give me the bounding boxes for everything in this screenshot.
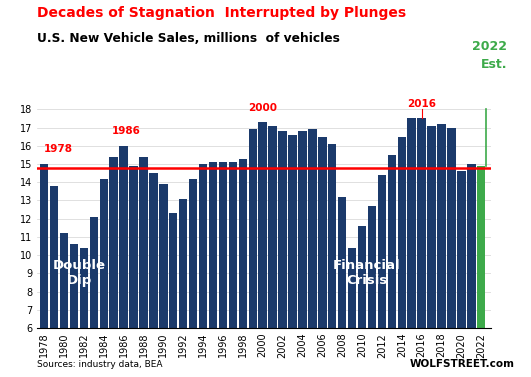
Text: Double
Dip: Double Dip [53,259,105,287]
Bar [268,126,277,377]
Text: Decades of Stagnation  Interrupted by Plunges: Decades of Stagnation Interrupted by Plu… [37,6,406,20]
Bar [179,199,187,377]
Bar [80,248,88,377]
Bar [60,233,68,377]
Bar [427,126,436,377]
Bar [199,164,207,377]
Bar [477,166,485,377]
Bar [209,162,217,377]
Bar [149,173,158,377]
Bar [388,155,396,377]
Bar [288,135,297,377]
Text: WOLFSTREET.com: WOLFSTREET.com [410,359,515,369]
Text: Est.: Est. [481,58,507,71]
Bar [40,164,48,377]
Bar [278,131,287,377]
Bar [368,206,376,377]
Bar [249,129,257,377]
Bar [99,179,108,377]
Text: 2016: 2016 [407,99,436,109]
Bar [398,137,406,377]
Text: Financial
Crisis: Financial Crisis [333,259,401,287]
Text: 2000: 2000 [248,103,277,113]
Bar [328,144,337,377]
Bar [338,197,346,377]
Bar [407,118,416,377]
Bar [119,146,128,377]
Bar [348,248,356,377]
Bar [259,122,267,377]
Text: 1978: 1978 [44,144,73,154]
Text: 2022: 2022 [472,40,507,52]
Text: 1986: 1986 [112,126,141,136]
Bar [50,186,58,377]
Bar [90,217,98,377]
Bar [467,164,476,377]
Text: U.S. New Vehicle Sales, millions  of vehicles: U.S. New Vehicle Sales, millions of vehi… [37,32,340,45]
Bar [70,244,78,377]
Bar [308,129,316,377]
Bar [447,127,456,377]
Bar [130,166,138,377]
Bar [417,118,426,377]
Bar [229,162,237,377]
Bar [318,137,327,377]
Bar [457,171,466,377]
Bar [169,213,177,377]
Text: Sources: industry data, BEA: Sources: industry data, BEA [37,360,162,369]
Bar [109,157,118,377]
Bar [159,184,168,377]
Bar [298,131,306,377]
Bar [358,226,366,377]
Bar [219,162,227,377]
Bar [438,124,446,377]
Bar [378,175,386,377]
Bar [139,157,148,377]
Bar [238,159,247,377]
Bar [189,179,198,377]
